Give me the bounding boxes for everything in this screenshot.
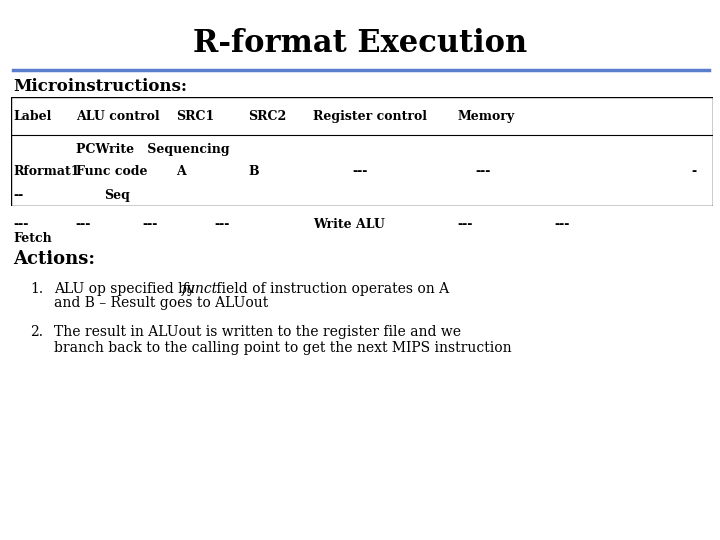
Text: Microinstructions:: Microinstructions: — [13, 78, 187, 95]
Text: Func code: Func code — [76, 165, 147, 178]
Text: -: - — [691, 165, 696, 178]
Text: ---: --- — [475, 165, 490, 178]
Text: Rformat1: Rformat1 — [13, 165, 79, 178]
Text: ---: --- — [143, 218, 158, 231]
Text: and B – Result goes to ALUout: and B – Result goes to ALUout — [54, 296, 269, 310]
Text: funct: funct — [182, 282, 218, 296]
Text: B: B — [248, 165, 259, 178]
Text: R-format Execution: R-format Execution — [193, 28, 527, 59]
Text: ---: --- — [554, 218, 570, 231]
Text: 2.: 2. — [30, 325, 43, 339]
Text: ---: --- — [13, 218, 28, 231]
Text: ALU control: ALU control — [76, 110, 159, 123]
Text: Actions:: Actions: — [13, 250, 95, 268]
Text: ---: --- — [457, 218, 472, 231]
Text: Register control: Register control — [313, 110, 427, 123]
Text: Label: Label — [13, 110, 51, 123]
Text: Fetch: Fetch — [13, 232, 52, 245]
Text: Write ALU: Write ALU — [313, 218, 385, 231]
Text: SRC1: SRC1 — [176, 110, 215, 123]
Text: Memory: Memory — [457, 110, 514, 123]
Text: PCWrite   Sequencing: PCWrite Sequencing — [76, 143, 229, 156]
Text: branch back to the calling point to get the next MIPS instruction: branch back to the calling point to get … — [54, 341, 512, 355]
Text: The result in ALUout is written to the register file and we: The result in ALUout is written to the r… — [54, 325, 461, 339]
Text: --: -- — [13, 189, 23, 202]
Text: SRC2: SRC2 — [248, 110, 287, 123]
Text: ---: --- — [215, 218, 230, 231]
Text: field of instruction operates on A: field of instruction operates on A — [212, 282, 449, 296]
Text: ---: --- — [353, 165, 368, 178]
Text: Seq: Seq — [104, 189, 130, 202]
Text: ALU op specified by: ALU op specified by — [54, 282, 199, 296]
Text: 1.: 1. — [30, 282, 43, 296]
Text: ---: --- — [76, 218, 91, 231]
Text: A: A — [176, 165, 186, 178]
